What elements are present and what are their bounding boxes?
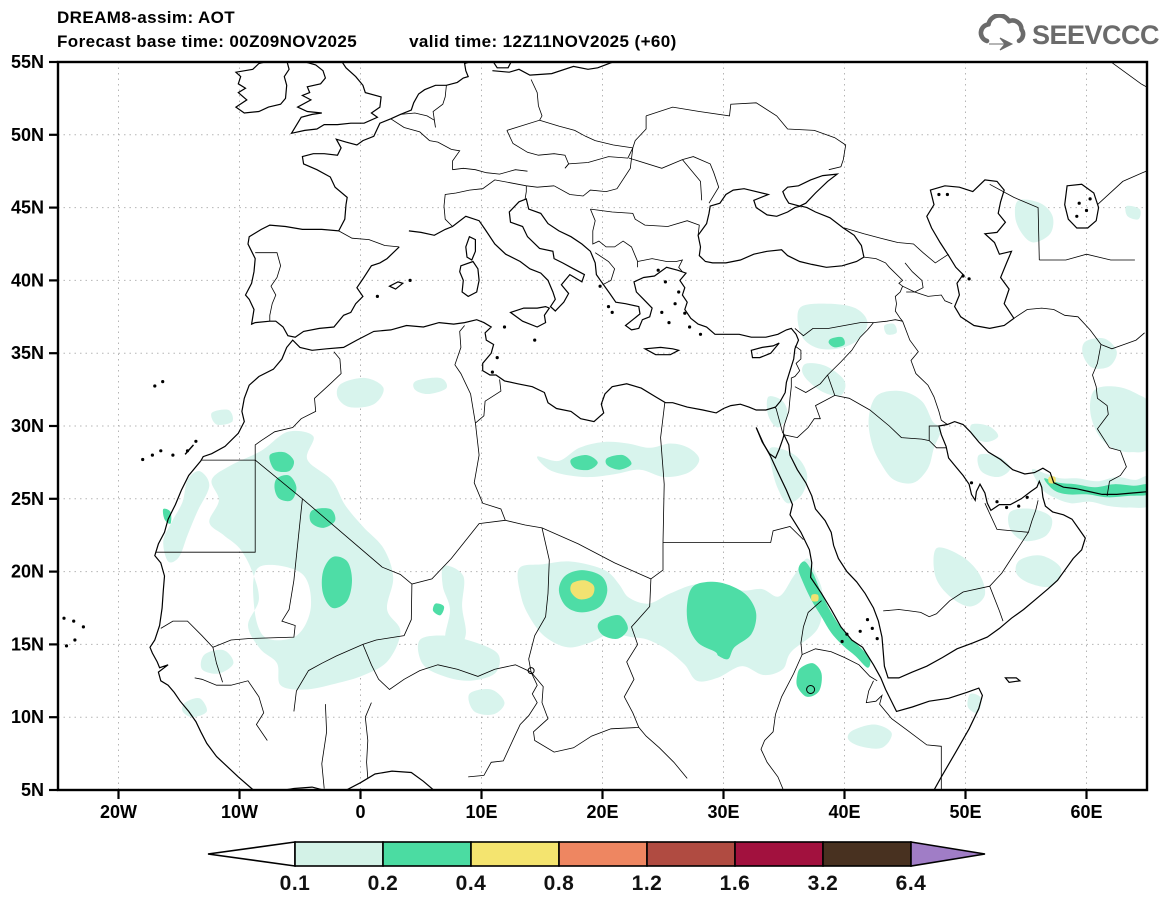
lat-tick-label: 40N <box>11 270 44 290</box>
lon-tick-label: 60E <box>1070 802 1102 822</box>
lat-tick-label: 25N <box>11 489 44 509</box>
legend-segment <box>294 841 384 867</box>
lat-tick-label: 45N <box>11 198 44 218</box>
legend-tick-label: 3.2 <box>808 872 839 895</box>
legend-segment <box>822 841 912 867</box>
lon-tick-label: 10W <box>221 802 258 822</box>
cloud-arrow-icon <box>975 13 1027 57</box>
lon-tick-label: 10E <box>465 802 497 822</box>
forecast-base-time: Forecast base time: 00Z09NOV2025 <box>57 32 358 51</box>
title-block: DREAM8-assim: AOT Forecast base time: 00… <box>57 6 677 54</box>
legend-segment <box>734 841 824 867</box>
legend-tick-label: 0.4 <box>456 872 487 895</box>
lat-tick-label: 55N <box>11 52 44 72</box>
axis-labels: 55N 50N 45N 40N 35N 30N 25N 20N 15N 10N 5N 20W 10W 0 1… <box>11 52 1103 822</box>
legend-tick-label: 0.1 <box>280 872 311 895</box>
page-title: DREAM8-assim: AOT <box>57 8 236 27</box>
lat-tick-label: 5N <box>21 780 44 800</box>
legend-tick-label: 1.2 <box>632 872 663 895</box>
legend-tick-label: 0.2 <box>368 872 399 895</box>
lon-tick-label: 50E <box>949 802 981 822</box>
lat-tick-label: 10N <box>11 707 44 727</box>
small-islands-and-lakes <box>62 192 1092 694</box>
axis-ticks <box>49 60 1088 799</box>
legend-tick-label: 6.4 <box>896 872 927 895</box>
lon-tick-label: 20W <box>100 802 137 822</box>
legend-segment <box>470 841 560 867</box>
valid-time: valid time: 12Z11NOV2025 (+60) <box>409 32 677 51</box>
lat-tick-label: 30N <box>11 416 44 436</box>
lon-tick-label: 20E <box>586 802 618 822</box>
legend-above-max-arrow <box>910 841 986 867</box>
coastlines <box>149 62 1147 790</box>
lat-tick-label: 20N <box>11 562 44 582</box>
aot-colorbar: 0.1 0.2 0.4 0.8 1.2 1.6 3.2 6.4 <box>207 841 986 895</box>
lat-tick-label: 50N <box>11 125 44 145</box>
legend-segment <box>558 841 648 867</box>
time-line: Forecast base time: 00Z09NOV2025 valid ti… <box>57 30 677 54</box>
legend-segment <box>646 841 736 867</box>
legend-tick-label: 1.6 <box>720 872 751 895</box>
lat-tick-label: 35N <box>11 343 44 363</box>
seevccc-logo: SEEVCCC <box>975 13 1160 57</box>
legend-below-min-arrow <box>207 841 296 867</box>
country-borders <box>155 62 1147 790</box>
lon-tick-label: 0 <box>355 802 365 822</box>
lat-tick-label: 15N <box>11 634 44 654</box>
aot-filled-contours <box>162 199 1147 749</box>
legend-segment <box>382 841 472 867</box>
lon-tick-label: 40E <box>828 802 860 822</box>
legend-tick-label: 0.8 <box>544 872 575 895</box>
lon-tick-label: 30E <box>707 802 739 822</box>
logo-text: SEEVCCC <box>1031 20 1160 50</box>
